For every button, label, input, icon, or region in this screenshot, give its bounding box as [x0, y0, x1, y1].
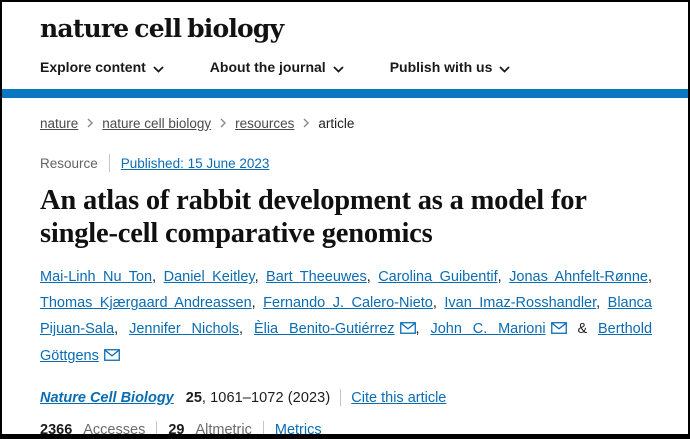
article-meta-row: Resource Published: 15 June 2023 [40, 154, 652, 172]
author-link[interactable]: Blanca Pijuan-Sala [40, 295, 652, 338]
breadcrumb-current-article: article [318, 115, 355, 131]
article-title: An atlas of rabbit development as a mode… [40, 185, 587, 250]
main-nav: Explore content About the journal Publis… [40, 58, 652, 76]
altmetric-count: 29 [168, 421, 185, 438]
chevron-down-icon [499, 60, 510, 76]
volume-number: 25 [185, 389, 202, 406]
author-link[interactable]: Jonas Ahnfelt-Rønne [509, 269, 648, 286]
metrics-link[interactable]: Metrics [274, 421, 322, 438]
email-icon[interactable] [550, 317, 567, 343]
article-type-label: Resource [40, 155, 98, 171]
author-list: Mai-Linh Nu Ton, Daniel Keitley, Bart Th… [40, 264, 652, 370]
author-link[interactable]: John C. Marioni [430, 321, 546, 338]
nav-item-label: Explore content [40, 59, 146, 75]
author-link[interactable]: Bart Theeuwes [266, 269, 367, 286]
volume-pages: 25, 1061–1072 (2023) [184, 390, 331, 406]
citation-row: Nature Cell Biology 25, 1061–1072 (2023)… [40, 389, 652, 407]
author-link[interactable]: Thomas Kjærgaard Andreassen [40, 295, 252, 312]
author-link[interactable]: Fernando J. Calero-Nieto [263, 295, 433, 312]
cite-this-article-link[interactable]: Cite this article [351, 389, 447, 406]
nav-item-explore-content[interactable]: Explore content [40, 58, 164, 76]
journal-logo[interactable]: nature cell biology [40, 14, 284, 43]
divider [156, 421, 158, 434]
breadcrumb-link-resources[interactable]: resources [235, 115, 295, 131]
chevron-right-icon [303, 116, 310, 131]
chevron-down-icon [153, 60, 164, 76]
breadcrumb-link-nature-cell-biology[interactable]: nature cell biology [102, 115, 212, 131]
divider [340, 389, 342, 407]
author-link[interactable]: Mai-Linh Nu Ton [40, 269, 153, 286]
brand-bar [2, 89, 688, 98]
breadcrumb-link-nature[interactable]: nature [40, 115, 79, 131]
published-date-link[interactable]: Published: 15 June 2023 [120, 155, 270, 171]
divider [262, 421, 264, 434]
divider [108, 154, 110, 172]
author-link[interactable]: Daniel Keitley [163, 269, 255, 286]
pages-year: , 1061–1072 (2023) [201, 389, 331, 406]
accesses-count: 2366 [40, 421, 73, 438]
author-link[interactable]: Èlia Benito-Gutiérrez [253, 321, 395, 338]
metrics-row: 2366 Accesses 29 Altmetric Metrics [40, 421, 652, 438]
nav-item-publish-with-us[interactable]: Publish with us [390, 58, 511, 76]
journal-link[interactable]: Nature Cell Biology [40, 389, 174, 406]
author-link[interactable]: Berthold Göttgens [40, 321, 653, 365]
author-link[interactable]: Carolina Guibentif [378, 269, 498, 286]
chevron-right-icon [220, 116, 227, 131]
email-icon[interactable] [103, 344, 120, 370]
nav-item-about-the-journal[interactable]: About the journal [210, 58, 344, 76]
accesses-label: Accesses [83, 421, 146, 438]
nav-item-label: Publish with us [389, 59, 493, 75]
author-link[interactable]: Ivan Imaz-Rosshandler [444, 295, 597, 312]
author-link[interactable]: Jennifer Nichols [129, 321, 240, 338]
altmetric-label: Altmetric [195, 421, 252, 438]
chevron-right-icon [87, 116, 94, 131]
nav-item-label: About the journal [209, 59, 326, 75]
breadcrumb: nature nature cell biology resources art… [40, 115, 652, 131]
chevron-down-icon [333, 60, 344, 76]
email-icon[interactable] [399, 317, 416, 343]
